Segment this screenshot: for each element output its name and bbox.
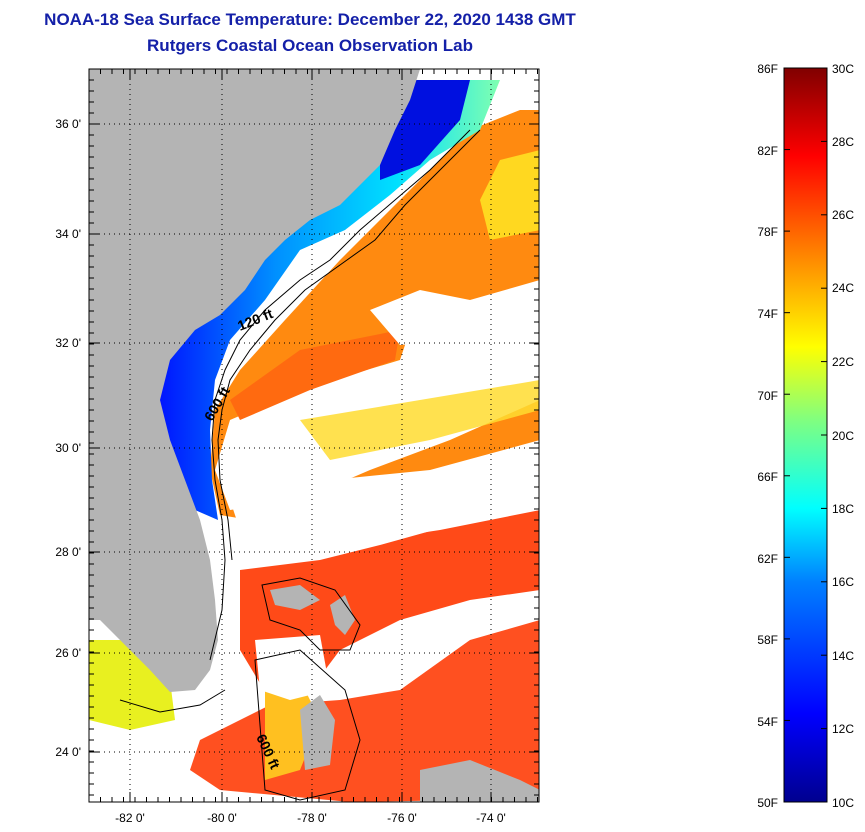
cb-label-78f: 78F — [757, 225, 778, 239]
contour-andros-bank — [254, 649, 361, 801]
cb-label-10c: 10C — [832, 796, 854, 810]
y-label-28: 28 0' — [55, 545, 81, 559]
cb-label-86f: 86F — [757, 62, 778, 76]
y-label-36: 36 0' — [55, 117, 81, 131]
cloud-band-north — [370, 280, 539, 345]
cb-label-28c: 28C — [832, 135, 854, 149]
y-label-30: 30 0' — [55, 441, 81, 455]
x-label-80: -80 0' — [207, 811, 237, 825]
cb-label-62f: 62F — [757, 552, 778, 566]
cb-label-26c: 26C — [832, 208, 854, 222]
x-axis-labels: -82 0' -80 0' -78 0' -76 0' -74 0' — [115, 811, 506, 825]
x-label-78: -78 0' — [297, 811, 327, 825]
abaco-island — [330, 595, 355, 635]
contour-bahamas-bank — [261, 577, 361, 651]
x-label-76: -76 0' — [387, 811, 417, 825]
cb-label-70f: 70F — [757, 389, 778, 403]
map-frame — [88, 68, 540, 803]
temperature-colorbar: 86F 82F 78F 74F 70F 66F 62F 58F 54F 50F … — [757, 62, 854, 810]
contour-120ft — [209, 129, 471, 661]
cb-label-14c: 14C — [832, 649, 854, 663]
cloud-band-south — [230, 480, 539, 560]
y-label-32: 32 0' — [55, 336, 81, 350]
y-axis-labels: 36 0' 34 0' 32 0' 30 0' 28 0' 26 0' 24 0… — [55, 117, 81, 759]
cloud-band-middle — [230, 440, 539, 530]
colorbar-gradient — [783, 67, 828, 803]
contour-florida-keys — [119, 689, 226, 713]
cb-label-20c: 20C — [832, 429, 854, 443]
grand-bahama-island — [270, 585, 320, 610]
cb-label-50f: 50F — [757, 796, 778, 810]
y-label-34: 34 0' — [55, 227, 81, 241]
cb-label-16c: 16C — [832, 575, 854, 589]
colorbar-celsius-labels: 30C 28C 26C 24C 22C 20C 18C 16C 14C 12C … — [832, 62, 854, 810]
warm-core-red — [230, 330, 400, 420]
cb-label-82f: 82F — [757, 144, 778, 158]
cloud-near-bahamas — [255, 635, 330, 700]
cb-label-18c: 18C — [832, 502, 854, 516]
us-landmass — [89, 69, 420, 692]
gulf-coast-land — [89, 510, 125, 620]
map-subtitle: Rutgers Coastal Ocean Observation Lab — [147, 36, 473, 55]
cb-label-24c: 24C — [832, 281, 854, 295]
yellow-patch-mid — [300, 380, 539, 460]
x-label-74: -74 0' — [476, 811, 506, 825]
cb-label-74f: 74F — [757, 307, 778, 321]
bahamas-bank-yellow — [265, 680, 320, 780]
contour-600ft — [217, 129, 481, 561]
cb-label-30c: 30C — [832, 62, 854, 76]
cb-label-58f: 58F — [757, 633, 778, 647]
cb-label-66f: 66F — [757, 470, 778, 484]
x-label-82: -82 0' — [115, 811, 145, 825]
cuba-edge — [420, 760, 539, 802]
cb-label-22c: 22C — [832, 355, 854, 369]
y-label-26: 26 0' — [55, 646, 81, 660]
colorbar-fahrenheit-labels: 86F 82F 78F 74F 70F 66F 62F 58F 54F 50F — [757, 62, 778, 810]
cb-label-12c: 12C — [832, 722, 854, 736]
andros-island — [300, 695, 335, 770]
yellow-patch-east — [480, 150, 539, 240]
lat-lon-grid — [89, 69, 539, 802]
y-label-24: 24 0' — [55, 745, 81, 759]
axis-ticks — [88, 68, 539, 802]
cb-label-54f: 54F — [757, 715, 778, 729]
map-title: NOAA-18 Sea Surface Temperature: Decembe… — [44, 10, 576, 29]
